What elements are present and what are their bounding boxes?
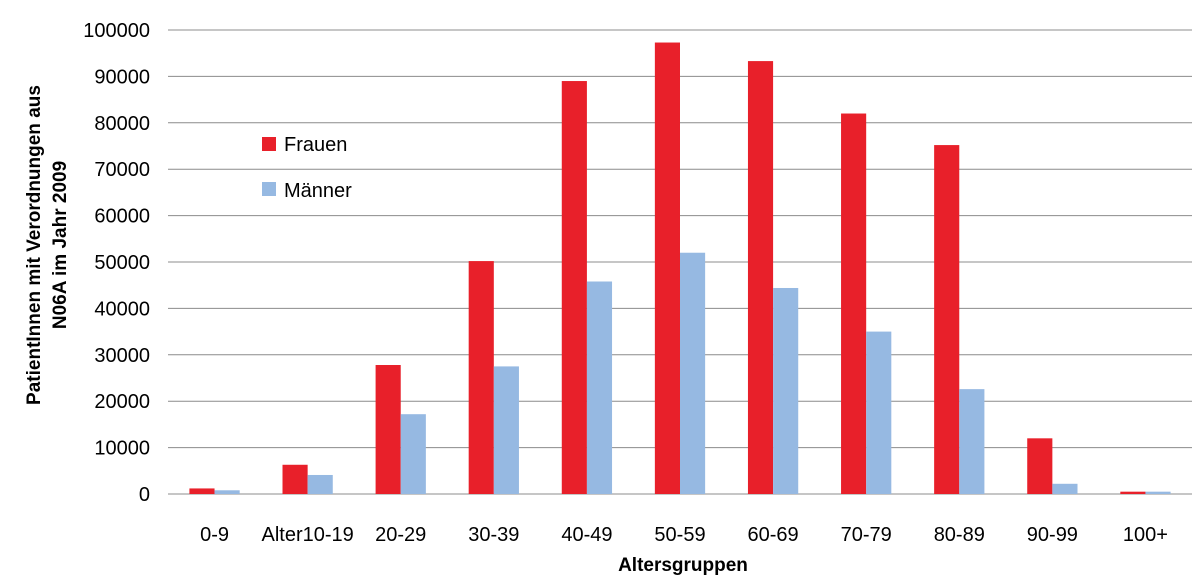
y-tick-label: 40000 <box>94 298 150 320</box>
y-axis-title-line-1: PatientInnen mit Verordnungen aus <box>24 85 45 405</box>
bar-maenner <box>307 474 333 494</box>
bar-maenner <box>1145 491 1171 494</box>
bar-frauen <box>468 261 494 494</box>
y-tick-label: 70000 <box>94 159 150 181</box>
y-tick-label: 30000 <box>94 345 150 367</box>
bar-maenner <box>214 490 240 494</box>
bar-frauen <box>747 61 774 494</box>
x-axis-ticks: 0-9 Alter10-19 20-29 30-39 40-49 50-59 60-69 70… <box>200 524 1168 546</box>
x-tick-label: Alter10-19 <box>261 524 353 546</box>
x-tick-label: 30-39 <box>468 524 519 546</box>
legend-swatch-maenner <box>262 182 276 196</box>
bar-frauen <box>189 488 215 494</box>
y-tick-label: 20000 <box>94 391 150 413</box>
bar-frauen <box>654 42 680 494</box>
y-tick-label: 80000 <box>94 113 150 135</box>
bar-maenner <box>866 331 892 494</box>
bar-maenner <box>400 414 426 494</box>
x-axis-title: Altersgruppen <box>618 555 748 576</box>
legend-swatch-frauen <box>262 137 276 151</box>
y-tick-label: 60000 <box>94 206 150 228</box>
bar-frauen <box>561 81 587 494</box>
x-tick-label: 70-79 <box>841 524 892 546</box>
bar-frauen <box>934 145 960 494</box>
x-tick-label: 20-29 <box>375 524 426 546</box>
x-tick-label: 60-69 <box>748 524 799 546</box>
x-tick-label: 100+ <box>1123 524 1168 546</box>
bar-maenner <box>773 287 799 494</box>
x-tick-label: 50-59 <box>654 524 705 546</box>
bar-maenner <box>586 281 613 494</box>
x-tick-label: 90-99 <box>1027 524 1078 546</box>
bar-maenner <box>959 389 985 494</box>
y-axis-ticks: 0 10000 20000 30000 40000 50000 60000 70000 8000… <box>83 20 150 506</box>
y-tick-label: 50000 <box>94 252 150 274</box>
y-tick-label: 10000 <box>94 438 150 460</box>
bar-frauen <box>375 365 401 494</box>
bar-maenner <box>1052 483 1078 494</box>
bar-frauen <box>1027 438 1053 494</box>
bar-frauen <box>841 113 867 495</box>
x-tick-label: 40-49 <box>561 524 612 546</box>
y-tick-label: 100000 <box>83 20 150 42</box>
legend: Frauen Männer <box>262 134 352 202</box>
legend-label-maenner: Männer <box>284 180 352 202</box>
x-tick-label: 0-9 <box>200 524 229 546</box>
y-tick-label: 0 <box>139 484 150 506</box>
bar-maenner <box>493 366 519 494</box>
y-tick-label: 90000 <box>94 66 150 88</box>
legend-label-frauen: Frauen <box>284 134 347 156</box>
bars <box>189 42 1171 495</box>
x-tick-label: 80-89 <box>934 524 985 546</box>
bar-frauen <box>282 464 308 494</box>
bar-frauen <box>1120 491 1146 494</box>
bar-maenner <box>680 252 706 494</box>
y-axis-title-line-2: N06A im Jahr 2009 <box>50 161 71 329</box>
